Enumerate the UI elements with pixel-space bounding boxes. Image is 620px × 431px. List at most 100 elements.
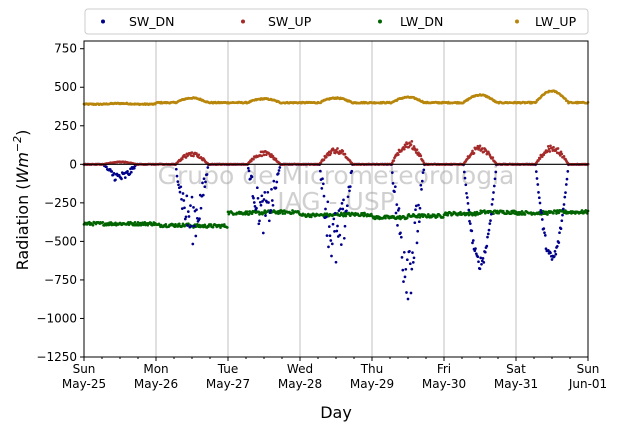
point-0-130 bbox=[180, 197, 183, 201]
point-0-415 bbox=[393, 185, 397, 189]
point-1-333 bbox=[332, 148, 336, 152]
point-0-507 bbox=[462, 170, 466, 174]
point-0-444 bbox=[415, 241, 419, 245]
point-0-642 bbox=[564, 191, 567, 194]
point-0-508 bbox=[463, 176, 467, 180]
point-0-325 bbox=[326, 200, 330, 204]
point-0-639 bbox=[561, 207, 565, 211]
point-2-588 bbox=[523, 213, 527, 216]
point-2-572 bbox=[511, 211, 515, 215]
point-0-61 bbox=[128, 172, 132, 176]
point-0-248 bbox=[268, 211, 272, 214]
point-0-154 bbox=[198, 217, 201, 221]
point-0-448 bbox=[418, 206, 422, 210]
point-2-459 bbox=[426, 213, 430, 216]
x-tick-label-date-2: May-27 bbox=[206, 377, 250, 391]
point-0-327 bbox=[327, 225, 331, 228]
point-0-351 bbox=[345, 204, 349, 208]
point-1-443 bbox=[414, 151, 418, 154]
point-0-416 bbox=[394, 211, 398, 215]
point-2-445 bbox=[416, 215, 420, 219]
point-0-134 bbox=[183, 206, 186, 210]
y-axis-label-math: Wm bbox=[13, 152, 32, 183]
point-0-605 bbox=[536, 183, 540, 186]
point-0-133 bbox=[182, 199, 186, 202]
point-0-431 bbox=[405, 258, 409, 262]
point-0-328 bbox=[328, 234, 332, 238]
point-0-540 bbox=[487, 228, 491, 232]
point-0-511 bbox=[465, 196, 469, 199]
point-0-247 bbox=[267, 219, 271, 223]
point-0-530 bbox=[480, 262, 483, 266]
x-tick-label-day-0: Sun bbox=[73, 362, 96, 376]
point-0-237 bbox=[260, 194, 264, 198]
point-1-131 bbox=[180, 157, 184, 161]
point-0-253 bbox=[272, 179, 276, 183]
point-0-344 bbox=[340, 202, 344, 205]
point-0-161 bbox=[203, 185, 207, 189]
point-0-513 bbox=[467, 208, 471, 212]
point-0-50 bbox=[120, 177, 123, 181]
point-0-428 bbox=[403, 275, 407, 279]
point-0-337 bbox=[335, 229, 339, 233]
point-2-551 bbox=[495, 209, 499, 213]
point-0-162 bbox=[204, 180, 207, 184]
x-tick-label-day-5: Fri bbox=[437, 362, 451, 376]
legend-marker-1 bbox=[241, 19, 245, 24]
point-0-233 bbox=[257, 222, 261, 226]
point-0-542 bbox=[489, 219, 492, 222]
point-0-140 bbox=[187, 215, 191, 218]
point-1-545 bbox=[491, 156, 495, 159]
point-0-250 bbox=[270, 187, 273, 191]
point-0-222 bbox=[249, 177, 252, 181]
point-0-345 bbox=[341, 207, 345, 211]
point-0-323 bbox=[324, 215, 328, 219]
point-1-528 bbox=[478, 144, 482, 148]
point-0-420 bbox=[397, 207, 401, 210]
point-0-234 bbox=[258, 219, 261, 223]
point-0-522 bbox=[474, 247, 477, 250]
legend-label-0: SW_DN bbox=[129, 14, 175, 29]
point-0-322 bbox=[324, 207, 327, 211]
point-2-669 bbox=[584, 209, 588, 212]
point-0-538 bbox=[486, 235, 489, 239]
point-0-329 bbox=[329, 239, 333, 242]
point-0-228 bbox=[253, 205, 257, 208]
point-2-513 bbox=[467, 213, 471, 217]
point-1-620 bbox=[547, 147, 551, 151]
y-axis: 750 500 250 0 −250 −500 −750 −1000 −1250 bbox=[36, 42, 84, 364]
point-0-526 bbox=[477, 260, 480, 264]
point-0-533 bbox=[482, 261, 486, 264]
point-1-520 bbox=[472, 151, 476, 155]
point-2-471 bbox=[435, 215, 439, 219]
point-0-159 bbox=[201, 193, 205, 197]
point-0-324 bbox=[325, 234, 329, 237]
y-tick-label-3: 0 bbox=[69, 157, 77, 171]
point-1-436 bbox=[409, 143, 413, 146]
point-0-326 bbox=[327, 245, 330, 249]
point-1-637 bbox=[560, 152, 564, 156]
point-0-528 bbox=[478, 267, 482, 271]
point-1-237 bbox=[260, 154, 264, 158]
point-0-319 bbox=[321, 182, 325, 186]
point-0-226 bbox=[252, 196, 255, 200]
point-2-569 bbox=[509, 212, 513, 216]
point-0-518 bbox=[471, 241, 474, 245]
point-0-145 bbox=[191, 242, 195, 246]
point-0-644 bbox=[565, 177, 569, 181]
x-tick-label-day-3: Wed bbox=[287, 362, 313, 376]
point-0-239 bbox=[261, 231, 265, 235]
point-0-320 bbox=[322, 194, 326, 198]
x-tick-label-date-7: Jun-01 bbox=[568, 377, 607, 391]
point-1-621 bbox=[548, 150, 552, 153]
point-0-219 bbox=[246, 166, 250, 170]
point-0-615 bbox=[543, 234, 547, 237]
point-1-636 bbox=[559, 150, 563, 154]
point-2-402 bbox=[384, 216, 387, 220]
point-0-517 bbox=[470, 229, 474, 233]
point-0-603 bbox=[534, 170, 538, 173]
point-0-641 bbox=[563, 195, 567, 199]
point-0-354 bbox=[348, 189, 351, 193]
legend-marker-2 bbox=[378, 19, 382, 24]
point-1-256 bbox=[274, 157, 278, 161]
